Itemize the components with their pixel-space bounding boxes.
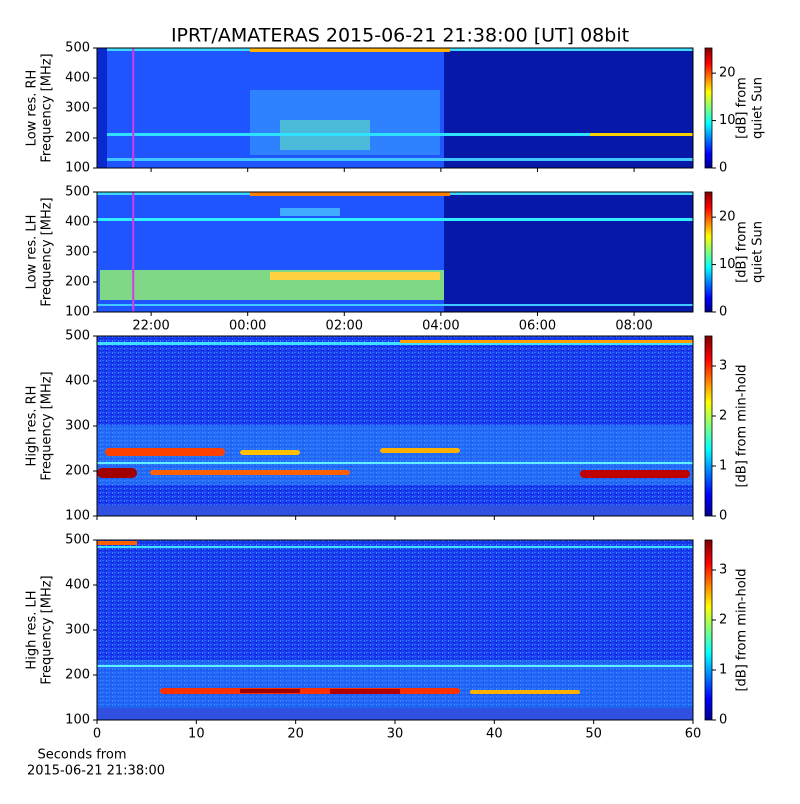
colorbar-label: quiet Sun bbox=[751, 221, 766, 283]
colorbar-tick-label: 10 bbox=[719, 113, 736, 128]
y-axis-label: Frequency [MHz] bbox=[40, 371, 55, 480]
colorbar-tick-label: 1 bbox=[719, 663, 727, 678]
y-tick-label: 400 bbox=[65, 374, 90, 389]
figure-title: IPRT/AMATERAS 2015-06-21 21:38:00 [UT] 0… bbox=[171, 25, 629, 47]
x-tick-label: 04:00 bbox=[422, 319, 459, 334]
colorbar bbox=[704, 539, 713, 721]
y-tick-label: 200 bbox=[65, 668, 90, 683]
colorbar-tick-label: 0 bbox=[719, 713, 727, 728]
y-tick-label: 200 bbox=[65, 464, 90, 479]
colorbar-tick-label: 20 bbox=[719, 66, 736, 81]
y-tick-label: 300 bbox=[65, 419, 90, 434]
x-tick-label: 60 bbox=[685, 727, 702, 742]
colorbar-label: [dB] from bbox=[735, 221, 750, 283]
x-tick-label: 22:00 bbox=[132, 319, 169, 334]
x-tick-label: 00:00 bbox=[229, 319, 266, 334]
x-tick-label: 08:00 bbox=[615, 319, 652, 334]
colorbar bbox=[704, 47, 713, 169]
colorbar bbox=[704, 191, 713, 313]
y-tick-label: 300 bbox=[65, 101, 90, 116]
y-tick-label: 100 bbox=[65, 713, 90, 728]
colorbar-tick-label: 2 bbox=[719, 613, 727, 628]
y-tick-label: 100 bbox=[65, 161, 90, 176]
colorbar-tick-label: 3 bbox=[719, 359, 727, 374]
y-tick-label: 500 bbox=[65, 185, 90, 200]
y-tick-label: 200 bbox=[65, 131, 90, 146]
spectrogram-image bbox=[97, 540, 693, 720]
y-axis-label: Low res. LH bbox=[25, 215, 40, 290]
colorbar-tick-label: 10 bbox=[719, 257, 736, 272]
x-tick-label: 02:00 bbox=[326, 319, 363, 334]
spectrogram-image bbox=[97, 336, 693, 516]
colorbar-tick-label: 1 bbox=[719, 459, 727, 474]
y-tick-label: 500 bbox=[65, 533, 90, 548]
y-tick-label: 400 bbox=[65, 215, 90, 230]
colorbar-label: [dB] from min-hold bbox=[735, 568, 750, 691]
y-axis-label: Frequency [MHz] bbox=[40, 197, 55, 306]
y-tick-label: 400 bbox=[65, 71, 90, 86]
colorbar-label: quiet Sun bbox=[751, 77, 766, 139]
y-tick-label: 100 bbox=[65, 305, 90, 320]
y-tick-label: 500 bbox=[65, 41, 90, 56]
x-tick-label: 40 bbox=[486, 727, 503, 742]
colorbar-tick-label: 3 bbox=[719, 563, 727, 578]
y-axis-label: Low res. RH bbox=[25, 70, 40, 147]
x-tick-label: 10 bbox=[188, 727, 205, 742]
x-tick-label: 30 bbox=[387, 727, 404, 742]
spectrogram-image bbox=[97, 48, 693, 168]
y-axis-label: Frequency [MHz] bbox=[40, 53, 55, 162]
colorbar-tick-label: 0 bbox=[719, 161, 727, 176]
y-tick-label: 400 bbox=[65, 578, 90, 593]
y-axis-label: Frequency [MHz] bbox=[40, 575, 55, 684]
x-tick-label: 0 bbox=[93, 727, 101, 742]
colorbar-tick-label: 0 bbox=[719, 305, 727, 320]
x-tick-label: 50 bbox=[585, 727, 602, 742]
y-tick-label: 100 bbox=[65, 509, 90, 524]
spectrogram-image bbox=[97, 192, 693, 312]
colorbar-tick-label: 0 bbox=[719, 509, 727, 524]
x-tick-label: 06:00 bbox=[519, 319, 556, 334]
y-tick-label: 200 bbox=[65, 275, 90, 290]
y-axis-label: High res. RH bbox=[25, 386, 40, 467]
x-tick-label: 20 bbox=[287, 727, 304, 742]
colorbar bbox=[704, 335, 713, 517]
x-axis-label: Seconds from bbox=[37, 748, 126, 763]
colorbar-tick-label: 20 bbox=[719, 210, 736, 225]
y-tick-label: 300 bbox=[65, 245, 90, 260]
y-tick-label: 300 bbox=[65, 623, 90, 638]
y-axis-label: High res. LH bbox=[25, 590, 40, 669]
colorbar-tick-label: 2 bbox=[719, 409, 727, 424]
colorbar-label: [dB] from bbox=[735, 77, 750, 139]
colorbar-label: [dB] from min-hold bbox=[735, 364, 750, 487]
x-axis-label: 2015-06-21 21:38:00 bbox=[27, 764, 165, 779]
y-tick-label: 500 bbox=[65, 329, 90, 344]
